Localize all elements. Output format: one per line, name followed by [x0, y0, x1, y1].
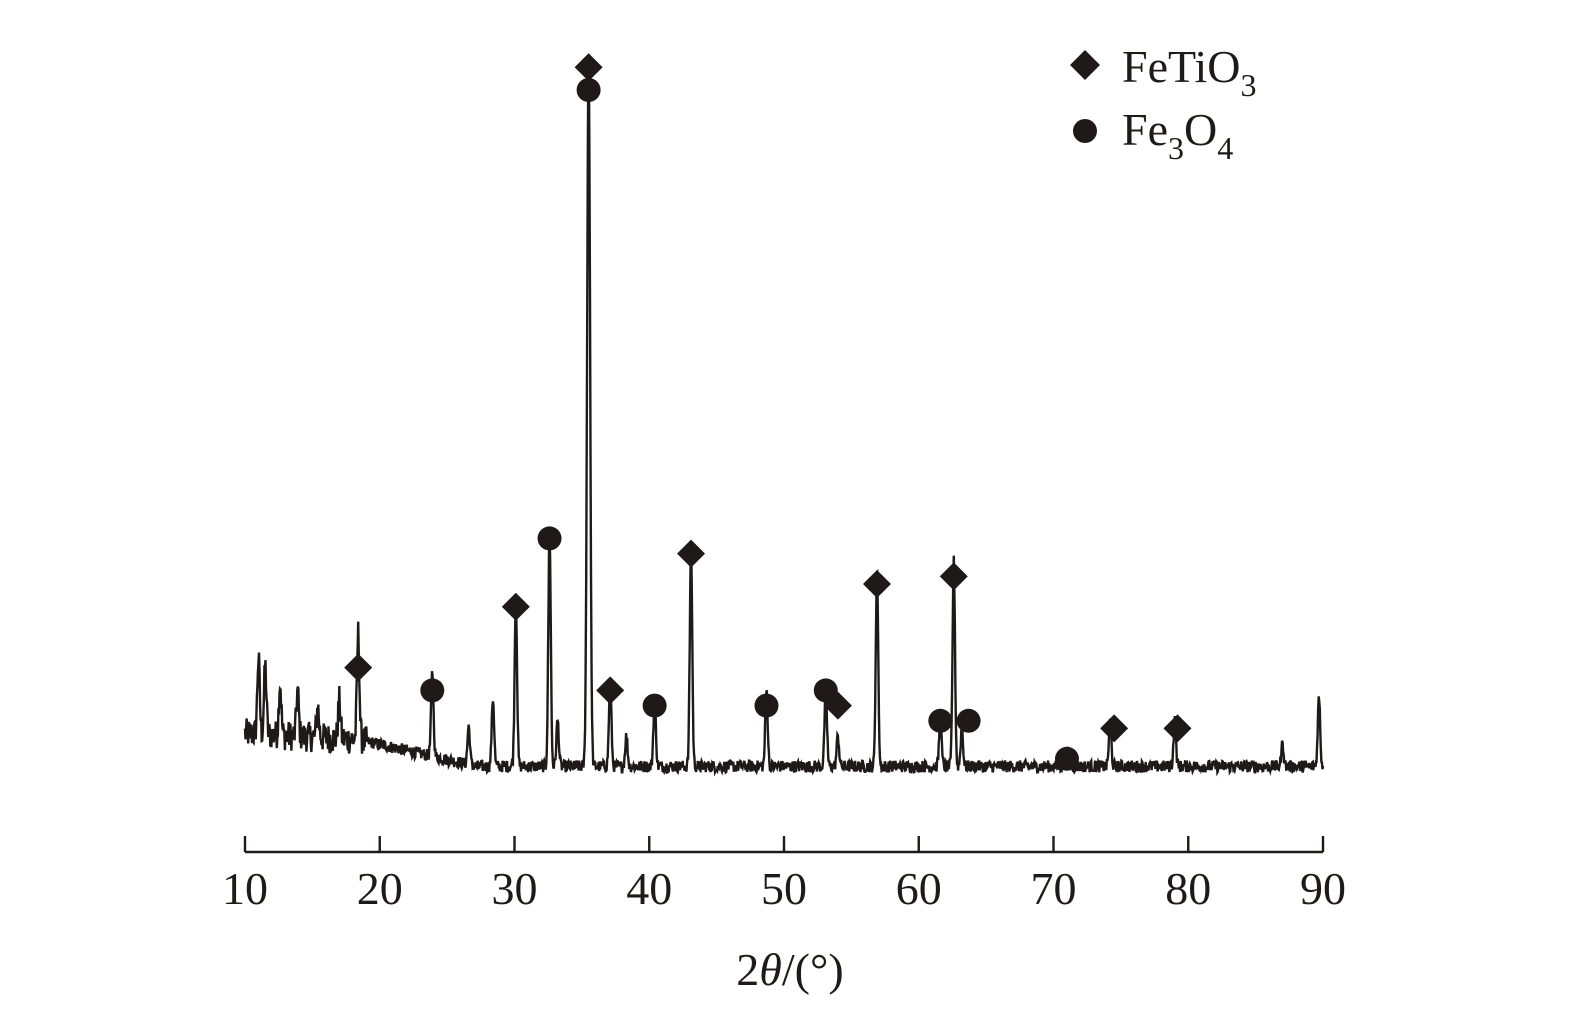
- legend-label-fe3o4-part-1: Fe: [1122, 104, 1168, 155]
- legend-label-fetio3: FeTiO3: [1122, 41, 1256, 103]
- fe3o4-peak-marker: [642, 693, 667, 718]
- circle-marker-icon: [1073, 119, 1097, 143]
- x-axis-title-symbol: θ: [759, 944, 782, 995]
- x-tick-label-90: 90: [1300, 863, 1346, 914]
- x-axis-ticks: 10 20 30 40 50 60 70 80 90: [222, 836, 1346, 914]
- x-axis: 10 20 30 40 50 60 70 80 90 2θ/(°): [222, 836, 1346, 995]
- legend-item-fe3o4: Fe3O4: [1073, 104, 1233, 166]
- xrd-intensity-curve: [243, 62, 1325, 777]
- fe3o4-peak-marker: [1054, 746, 1079, 771]
- x-tick-label-30: 30: [492, 863, 538, 914]
- fe3o4-peak-marker: [956, 708, 981, 733]
- x-axis-title-suffix: /(°): [782, 944, 844, 995]
- x-tick-label-50: 50: [761, 863, 807, 914]
- fe3o4-peak-marker: [928, 708, 953, 733]
- legend-item-fetio3: FeTiO3: [1070, 41, 1256, 103]
- x-tick-label-60: 60: [896, 863, 942, 914]
- x-tick-label-80: 80: [1165, 863, 1211, 914]
- fetio3-peak-marker: [1163, 714, 1192, 743]
- diamond-marker-icon: [1070, 50, 1100, 80]
- fe3o4-peak-marker: [813, 678, 838, 703]
- fe3o4-peak-marker: [420, 678, 445, 703]
- fetio3-peak-marker: [1100, 714, 1129, 743]
- legend-label-fe3o4: Fe3O4: [1122, 104, 1233, 166]
- legend-label-fetio3-base: FeTiO: [1122, 41, 1240, 92]
- x-tick-label-40: 40: [626, 863, 672, 914]
- fetio3-peak-marker: [596, 676, 625, 705]
- x-tick-label-20: 20: [357, 863, 403, 914]
- fetio3-peak-marker: [862, 570, 891, 598]
- x-axis-title-prefix: 2: [736, 944, 759, 995]
- fe3o4-peak-marker: [537, 526, 562, 551]
- legend-label-fe3o4-part-2: O: [1184, 104, 1217, 155]
- x-tick-label-10: 10: [222, 863, 268, 914]
- fe3o4-peak-marker: [754, 693, 779, 718]
- fetio3-peak-marker: [344, 653, 373, 682]
- x-axis-title: 2θ/(°): [736, 944, 843, 995]
- plot-area: [243, 53, 1325, 777]
- fe3o4-peak-marker: [576, 78, 601, 102]
- fetio3-peak-marker: [574, 53, 603, 82]
- fetio3-peak-marker: [939, 562, 968, 591]
- legend: FeTiO3 Fe3O4: [1070, 41, 1256, 166]
- legend-label-fe3o4-sub-2: 4: [1217, 130, 1233, 166]
- legend-label-fe3o4-sub-1: 3: [1168, 130, 1184, 166]
- x-tick-label-70: 70: [1031, 863, 1077, 914]
- fetio3-peak-marker: [677, 539, 706, 568]
- fetio3-peak-marker: [823, 691, 852, 720]
- phase-markers: [344, 53, 1192, 771]
- legend-label-fetio3-sub: 3: [1240, 67, 1256, 103]
- fetio3-peak-marker: [501, 592, 530, 621]
